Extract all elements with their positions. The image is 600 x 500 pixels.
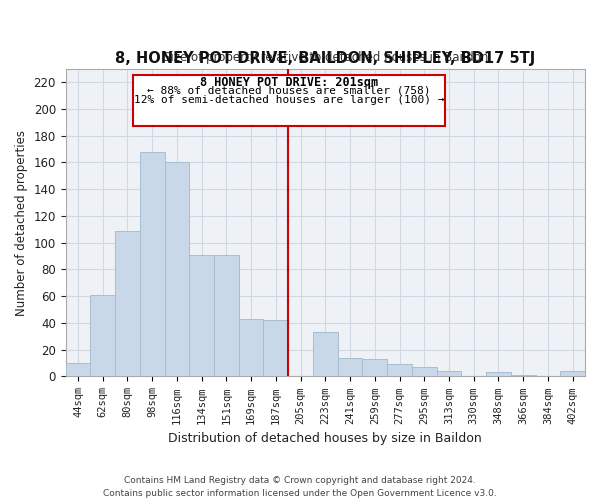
Y-axis label: Number of detached properties: Number of detached properties [15, 130, 28, 316]
Bar [338, 358, 362, 376]
Bar [362, 359, 387, 376]
Title: 8, HONEY POT DRIVE, BAILDON, SHIPLEY, BD17 5TJ: 8, HONEY POT DRIVE, BAILDON, SHIPLEY, BD… [115, 51, 535, 66]
Bar [437, 371, 461, 376]
Bar [560, 371, 585, 376]
Bar [164, 162, 190, 376]
Bar [263, 320, 288, 376]
Bar [190, 254, 214, 376]
Text: 12% of semi-detached houses are larger (100) →: 12% of semi-detached houses are larger (… [134, 95, 444, 105]
Bar [313, 332, 338, 376]
Text: 8 HONEY POT DRIVE: 201sqm: 8 HONEY POT DRIVE: 201sqm [200, 76, 378, 90]
Bar [387, 364, 412, 376]
FancyBboxPatch shape [133, 75, 445, 126]
Bar [65, 363, 91, 376]
Bar [214, 254, 239, 376]
Bar [486, 372, 511, 376]
Bar [511, 375, 536, 376]
Text: Size of property relative to detached houses in Baildon: Size of property relative to detached ho… [163, 51, 488, 64]
Bar [140, 152, 164, 376]
Bar [412, 367, 437, 376]
Text: ← 88% of detached houses are smaller (758): ← 88% of detached houses are smaller (75… [147, 86, 431, 96]
X-axis label: Distribution of detached houses by size in Baildon: Distribution of detached houses by size … [169, 432, 482, 445]
Bar [115, 230, 140, 376]
Bar [91, 295, 115, 376]
Text: Contains HM Land Registry data © Crown copyright and database right 2024.
Contai: Contains HM Land Registry data © Crown c… [103, 476, 497, 498]
Bar [239, 319, 263, 376]
